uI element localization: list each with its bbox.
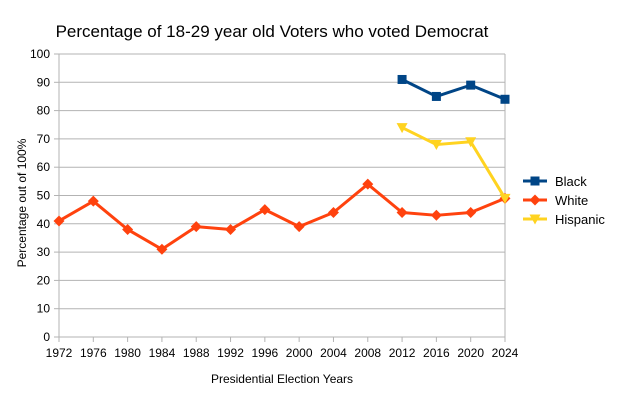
x-tick-label: 1980 xyxy=(114,346,141,360)
y-tick-label: 20 xyxy=(37,273,51,287)
data-point-white-1976 xyxy=(87,195,99,207)
data-point-black-2024 xyxy=(500,94,510,104)
legend-swatch-marker xyxy=(530,176,540,186)
y-tick-label: 40 xyxy=(37,217,51,231)
data-point-hispanic-2012 xyxy=(396,123,408,134)
data-point-hispanic-2024 xyxy=(499,193,511,204)
data-point-white-2020 xyxy=(465,206,477,218)
legend-label-hispanic: Hispanic xyxy=(555,212,605,227)
legend-label-white: White xyxy=(555,193,588,208)
x-tick-label: 1972 xyxy=(46,346,73,360)
data-point-white-1992 xyxy=(225,223,237,235)
legend-item-white: White xyxy=(523,193,588,208)
data-point-black-2020 xyxy=(466,80,476,90)
x-tick-label: 2024 xyxy=(492,346,519,360)
y-tick-label: 50 xyxy=(37,189,51,203)
legend-swatch-marker xyxy=(529,194,541,206)
data-point-black-2012 xyxy=(397,74,407,84)
x-tick-label: 1984 xyxy=(149,346,176,360)
data-point-white-2004 xyxy=(327,206,339,218)
y-tick-label: 10 xyxy=(37,302,51,316)
series-white xyxy=(53,178,511,255)
series-black xyxy=(397,74,510,104)
gridlines xyxy=(59,53,505,338)
legend: Black White Hispanic xyxy=(523,174,605,227)
x-tick-label: 2012 xyxy=(389,346,416,360)
y-tick-label: 90 xyxy=(37,75,51,89)
x-tick-label: 1976 xyxy=(80,346,107,360)
series-line-white xyxy=(58,182,506,251)
data-point-white-2016 xyxy=(430,209,442,221)
y-tick-label: 80 xyxy=(37,104,51,118)
data-point-white-1984 xyxy=(156,243,168,255)
series-line-black xyxy=(401,78,506,101)
data-point-white-1988 xyxy=(190,221,202,233)
x-tick-label: 1992 xyxy=(217,346,244,360)
y-axis-label: Percentage out of 100% xyxy=(15,138,29,267)
series-lines xyxy=(53,74,511,255)
data-point-white-2000 xyxy=(293,221,305,233)
data-point-white-2008 xyxy=(362,178,374,190)
legend-label-black: Black xyxy=(555,174,587,189)
chart-title: Percentage of 18-29 year old Voters who … xyxy=(56,22,489,41)
x-tick-label: 2000 xyxy=(286,346,313,360)
x-axis-label: Presidential Election Years xyxy=(211,372,353,386)
axes: 0 10 20 30 40 50 60 70 80 90 100 1972 1976 1980 1984 19… xyxy=(30,47,519,360)
data-point-white-1996 xyxy=(259,204,271,216)
y-tick-label: 0 xyxy=(43,330,50,344)
y-tick-label: 100 xyxy=(30,47,50,61)
series-hispanic xyxy=(396,123,511,204)
data-point-white-2012 xyxy=(396,206,408,218)
y-tick-label: 30 xyxy=(37,245,51,259)
data-point-black-2016 xyxy=(431,91,441,101)
legend-item-hispanic: Hispanic xyxy=(523,212,605,227)
x-tick-label: 1988 xyxy=(183,346,210,360)
x-tick-label: 1996 xyxy=(251,346,278,360)
x-tick-label: 2020 xyxy=(457,346,484,360)
y-tick-label: 70 xyxy=(37,132,51,146)
data-point-hispanic-2020 xyxy=(465,137,477,148)
y-tick-label: 60 xyxy=(37,160,51,174)
x-tick-label: 2016 xyxy=(423,346,450,360)
data-point-white-1980 xyxy=(122,223,134,235)
series-line-hispanic xyxy=(401,126,507,200)
x-tick-label: 2008 xyxy=(354,346,381,360)
legend-swatch-marker xyxy=(529,214,541,225)
data-point-hispanic-2016 xyxy=(430,140,442,151)
legend-item-black: Black xyxy=(523,174,587,189)
data-point-white-1972 xyxy=(53,215,65,227)
x-tick-label: 2004 xyxy=(320,346,347,360)
